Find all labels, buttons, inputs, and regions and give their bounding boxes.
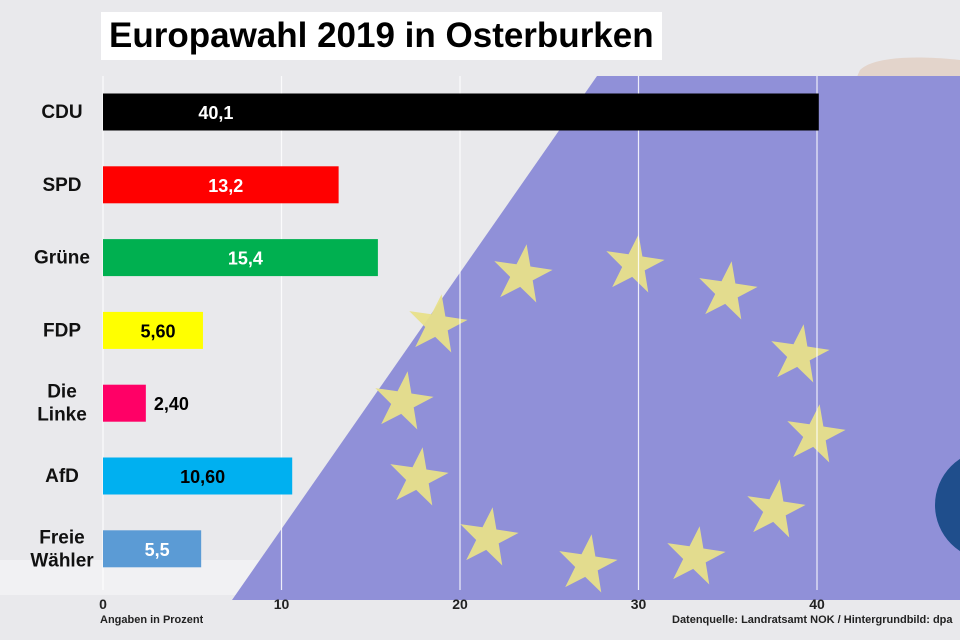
x-tick-label: 10	[274, 596, 290, 612]
category-label: Grüne	[34, 248, 90, 269]
eu-star-icon	[747, 479, 806, 538]
emblem-circle	[935, 458, 960, 552]
eu-star-icon	[375, 371, 434, 430]
category-label: FDP	[43, 320, 81, 341]
chart-title: Europawahl 2019 in Osterburken	[101, 12, 662, 60]
eu-star-icon	[559, 534, 618, 593]
category-label: SPD	[42, 175, 81, 196]
eu-star-icon	[606, 234, 665, 293]
eu-star-icon	[699, 261, 758, 320]
x-tick-label: 40	[809, 596, 825, 612]
x-tick-label: 0	[99, 596, 107, 612]
bar	[103, 384, 146, 422]
value-label: 10,60	[180, 467, 225, 487]
value-label: 13,2	[208, 176, 243, 196]
bar	[103, 93, 819, 131]
category-label: AfD	[45, 466, 79, 487]
eu-star-icon	[494, 244, 553, 303]
bar	[103, 166, 339, 204]
eu-star-icon	[409, 294, 468, 353]
value-label: 5,60	[140, 321, 175, 341]
category-label: Die Linke	[37, 382, 87, 426]
category-label: Freie Wähler	[30, 527, 94, 571]
value-label: 15,4	[228, 249, 263, 269]
x-tick-label: 30	[631, 596, 647, 612]
bar	[103, 530, 202, 568]
eu-star-icon	[390, 447, 449, 506]
eu-star-icon	[771, 324, 830, 383]
category-label: CDU	[41, 102, 82, 123]
value-label: 40,1	[198, 103, 233, 123]
bar	[103, 457, 293, 495]
source-note: Datenquelle: Landratsamt NOK / Hintergru…	[672, 614, 953, 626]
eu-star-icon	[667, 526, 726, 585]
axis-unit-note: Angaben in Prozent	[100, 614, 204, 626]
x-tick-label: 20	[452, 596, 468, 612]
eu-star-icon	[460, 507, 519, 566]
bar	[103, 239, 378, 277]
value-label: 2,40	[154, 394, 189, 414]
value-label: 5,5	[145, 540, 170, 560]
bar	[103, 311, 203, 349]
